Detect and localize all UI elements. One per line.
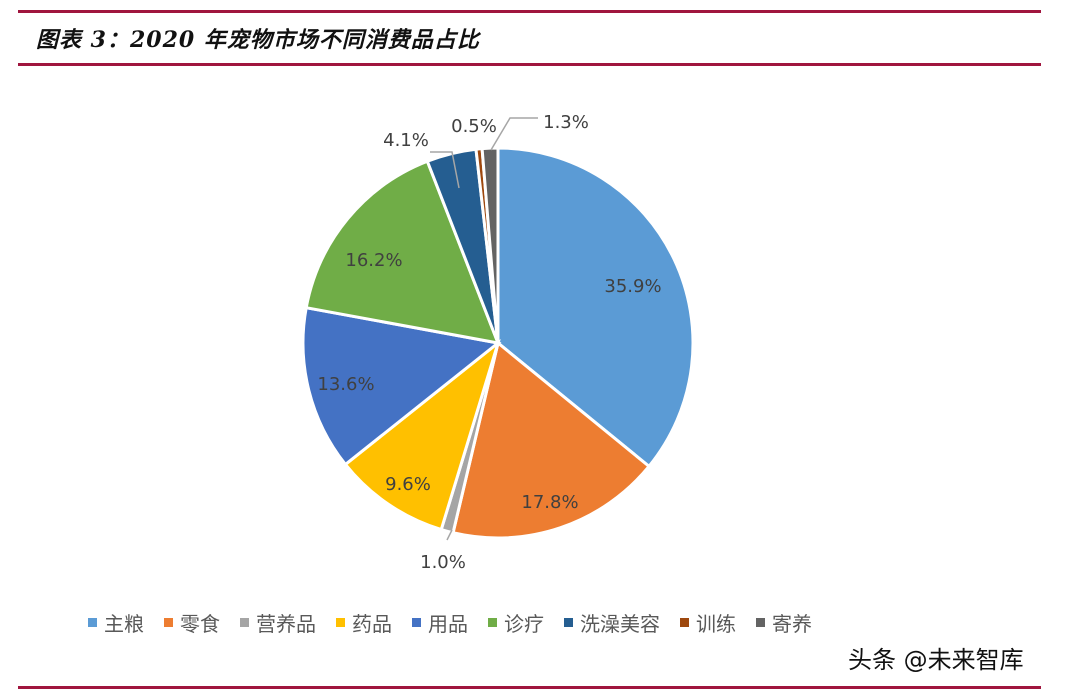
legend-swatch-icon xyxy=(336,618,345,627)
pie-slice-1 xyxy=(451,340,652,540)
pie-slice-4 xyxy=(301,305,502,467)
watermark: 头条 @未来智库 xyxy=(848,646,1024,674)
leader-line-nutrition xyxy=(446,529,453,541)
slice-label: 1.3% xyxy=(543,112,589,133)
legend-item: 营养品 xyxy=(240,608,316,637)
legend-item: 药品 xyxy=(336,608,392,637)
legend-item: 洗澡美容 xyxy=(564,608,660,637)
legend-item: 主粮 xyxy=(88,608,144,637)
chart-legend: 主粮 零食 营养品 药品 用品 诊疗 洗澡美容 训练 寄养 xyxy=(88,608,812,637)
legend-swatch-icon xyxy=(488,618,497,627)
legend-item: 诊疗 xyxy=(488,608,544,637)
chart-title: 图表 3：2020 年宠物市场不同消费品占比 xyxy=(36,27,480,53)
slice-label: 16.2% xyxy=(345,250,402,271)
slice-label: 13.6% xyxy=(317,374,374,395)
legend-swatch-icon xyxy=(240,618,249,627)
legend-label: 用品 xyxy=(428,612,468,636)
legend-item: 用品 xyxy=(412,608,468,637)
legend-swatch-icon xyxy=(164,618,173,627)
legend-swatch-icon xyxy=(756,618,765,627)
legend-item: 训练 xyxy=(680,608,736,637)
pie-slice-0 xyxy=(496,146,695,469)
legend-swatch-icon xyxy=(412,618,421,627)
pie-slice-8 xyxy=(480,146,500,344)
legend-item: 寄养 xyxy=(756,608,812,637)
leader-line-boarding xyxy=(490,117,538,151)
slice-label: 35.9% xyxy=(604,276,661,297)
slice-label: 17.8% xyxy=(521,492,578,513)
legend-swatch-icon xyxy=(88,618,97,627)
leader-line-grooming xyxy=(430,151,460,189)
top-rule xyxy=(18,10,1041,13)
bottom-rule xyxy=(18,686,1041,689)
legend-label: 寄养 xyxy=(772,612,812,636)
slice-label: 4.1% xyxy=(383,130,429,151)
legend-swatch-icon xyxy=(680,618,689,627)
legend-label: 训练 xyxy=(696,612,736,636)
title-underline xyxy=(18,63,1041,66)
slice-label: 1.0% xyxy=(420,552,466,573)
legend-label: 主粮 xyxy=(104,612,144,636)
legend-label: 营养品 xyxy=(256,612,316,636)
legend-label: 洗澡美容 xyxy=(580,612,660,636)
legend-label: 药品 xyxy=(352,612,392,636)
pie-slice-3 xyxy=(343,338,501,532)
legend-label: 诊疗 xyxy=(504,612,544,636)
legend-swatch-icon xyxy=(564,618,573,627)
legend-item: 零食 xyxy=(164,608,220,637)
pie-slice-5 xyxy=(304,159,501,345)
slice-label: 0.5% xyxy=(451,116,497,137)
legend-label: 零食 xyxy=(180,612,220,636)
slice-label: 9.6% xyxy=(385,474,431,495)
pie-chart: 35.9% 17.8% 1.0% 9.6% 13.6% 16.2% 4.1% 0.5% 1.3% xyxy=(301,112,695,573)
